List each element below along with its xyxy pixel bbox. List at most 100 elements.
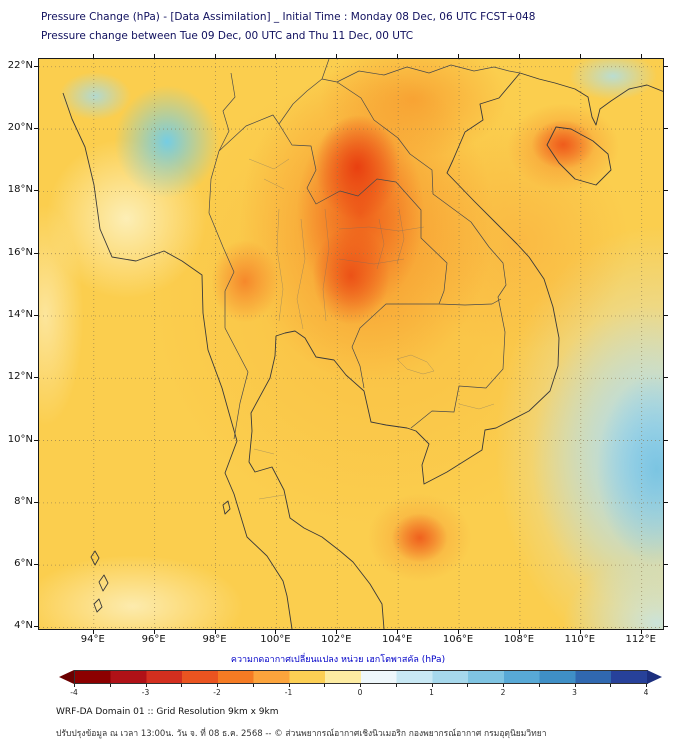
y-tick-mark-right (664, 65, 668, 67)
y-tick-label: 20°N (7, 122, 33, 134)
x-tick-mark-top (275, 54, 277, 58)
map-plot-area (38, 58, 664, 630)
x-tick-label: 106°E (442, 634, 474, 645)
title-block: Pressure Change (hPa) - [Data Assimilati… (41, 8, 535, 46)
x-tick-mark-top (518, 54, 520, 58)
y-tick-mark (34, 190, 38, 192)
colorbar-tick-label: 2 (500, 688, 506, 697)
x-tick-label: 112°E (625, 634, 656, 645)
colorbar-tick-mark (288, 684, 290, 687)
province-borders-path (248, 158, 495, 500)
x-tick-mark (336, 630, 338, 634)
myanmar-west-coastline-path (62, 92, 293, 629)
x-tick-mark (458, 630, 460, 634)
phuket-island-path (222, 500, 231, 515)
colorbar-tick-mark (360, 684, 361, 687)
y-tick-mark-right (664, 626, 668, 628)
x-tick-mark-top (153, 54, 155, 58)
colorbar-tick-label: 4 (643, 688, 649, 697)
x-tick-mark-top (458, 54, 460, 58)
colorbar-tick-label: 3 (572, 688, 577, 697)
colorbar (74, 670, 648, 684)
x-tick-label: 100°E (260, 634, 291, 645)
colorbar-tick-mark (145, 684, 147, 687)
colorbar-tick-mark (109, 684, 111, 687)
colorbar-tick-label: -1 (284, 688, 293, 697)
x-tick-label: 104°E (381, 634, 413, 645)
x-tick-mark (214, 630, 216, 634)
colorbar-tick-mark (646, 684, 647, 687)
x-tick-mark-top (579, 54, 581, 58)
y-tick-label: 22°N (7, 59, 33, 71)
x-tick-mark-top (336, 54, 338, 58)
footer-domain-info: WRF-DA Domain 01 :: Grid Resolution 9km … (56, 707, 279, 717)
x-tick-label: 102°E (321, 634, 352, 645)
country-borders-path (208, 59, 521, 440)
map-overlay (39, 59, 663, 629)
y-tick-label: 8°N (14, 495, 33, 507)
y-tick-label: 12°N (7, 371, 33, 383)
colorbar-tick-mark (538, 684, 540, 687)
x-tick-label: 94°E (80, 634, 105, 645)
title-line-2: Pressure change between Tue 09 Dec, 00 U… (41, 30, 414, 42)
colorbar-tick-mark (431, 684, 433, 687)
x-tick-label: 110°E (564, 634, 596, 645)
colorbar-tick-mark (574, 684, 576, 687)
x-tick-mark-top (640, 54, 642, 58)
y-tick-mark-right (664, 314, 668, 316)
x-tick-mark (579, 630, 581, 634)
vietnam-gulf-peninsula-coastline-path (248, 72, 560, 629)
colorbar-tick-mark (252, 684, 254, 687)
y-tick-label: 14°N (7, 308, 33, 320)
x-tick-mark-top (397, 54, 399, 58)
x-tick-mark (275, 630, 277, 634)
y-tick-mark-right (664, 128, 668, 130)
x-tick-mark (397, 630, 399, 634)
y-tick-mark (34, 564, 38, 566)
colorbar-tick-label: -2 (213, 688, 221, 697)
hainan-island-path (546, 126, 612, 186)
colorbar-tick-mark (610, 684, 612, 687)
y-tick-label: 18°N (7, 184, 33, 196)
colorbar-tick-label: 0 (357, 688, 363, 697)
y-tick-mark (34, 65, 38, 67)
x-tick-mark (640, 630, 642, 634)
colorbar-tick-mark (74, 684, 75, 687)
x-tick-mark-top (92, 54, 94, 58)
x-tick-mark (518, 630, 520, 634)
y-tick-label: 16°N (7, 246, 33, 258)
y-tick-mark (34, 314, 38, 316)
colorbar-tick-label: -4 (70, 688, 78, 697)
nicobar-islands-path (90, 550, 109, 613)
y-tick-label: 10°N (7, 433, 33, 445)
colorbar-right-arrow (647, 670, 662, 684)
colorbar-tick-mark (181, 684, 183, 687)
y-tick-mark-right (664, 501, 668, 503)
y-tick-mark-right (664, 190, 668, 192)
south-china-coastline-path (519, 72, 663, 126)
y-tick-mark-right (664, 564, 668, 566)
title-line-1: Pressure Change (hPa) - [Data Assimilati… (41, 11, 536, 23)
gridlines-layer (39, 59, 663, 629)
colorbar-tick-mark (395, 684, 397, 687)
colorbar-tick-mark (324, 684, 326, 687)
y-tick-mark-right (664, 377, 668, 379)
y-tick-mark-right (664, 252, 668, 254)
y-tick-mark (34, 252, 38, 254)
y-tick-mark-right (664, 439, 668, 441)
x-tick-mark (92, 630, 94, 634)
x-tick-label: 108°E (503, 634, 535, 645)
colorbar-label: ความกดอากาศเปลี่ยนแปลง หน่วย เฮกโตพาสคัล… (230, 655, 446, 665)
colorbar-tick-label: 1 (429, 688, 434, 697)
colorbar-tick-label: -3 (141, 688, 150, 697)
y-tick-label: 6°N (14, 558, 33, 570)
y-tick-mark (34, 128, 38, 130)
geography-layer (62, 59, 663, 629)
x-tick-mark-top (214, 54, 216, 58)
y-tick-mark (34, 501, 38, 503)
x-tick-label: 96°E (141, 634, 166, 645)
colorbar-left-arrow (59, 670, 74, 684)
footer-update-info: ปรับปรุงข้อมูล ณ เวลา 13:00น. วัน จ. ที่… (56, 729, 547, 739)
colorbar-tick-mark (467, 684, 469, 687)
